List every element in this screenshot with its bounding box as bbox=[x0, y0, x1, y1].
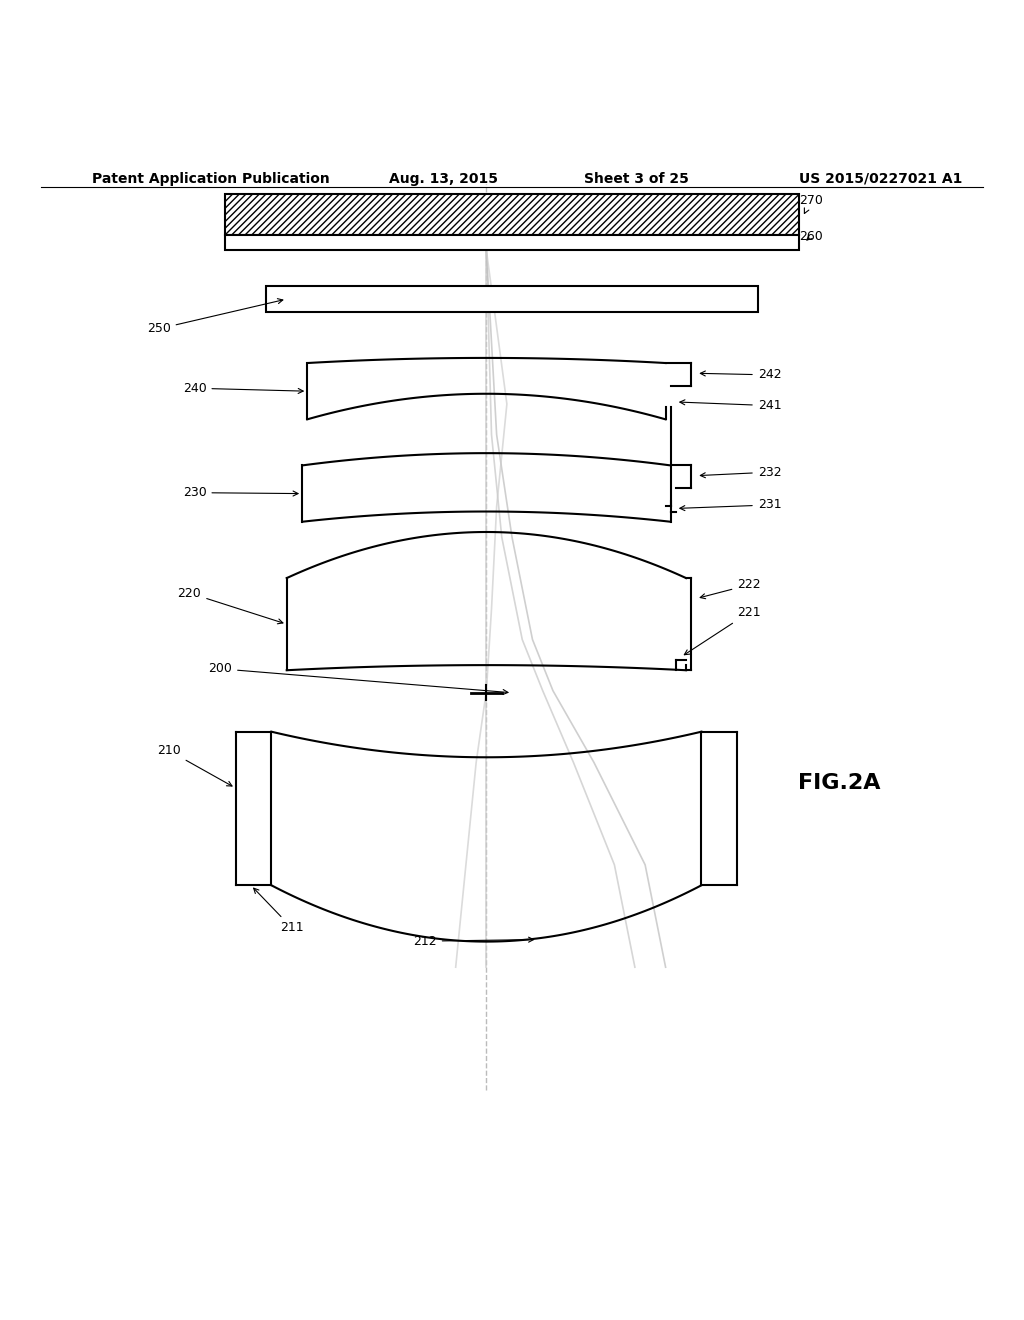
Text: Sheet 3 of 25: Sheet 3 of 25 bbox=[584, 172, 688, 186]
Text: Aug. 13, 2015: Aug. 13, 2015 bbox=[389, 172, 498, 186]
Bar bbox=[225, 194, 799, 235]
Bar bbox=[225, 194, 799, 235]
Text: Patent Application Publication: Patent Application Publication bbox=[92, 172, 330, 186]
Bar bbox=[225, 235, 799, 251]
Text: 200: 200 bbox=[208, 663, 508, 694]
Text: 211: 211 bbox=[254, 888, 304, 935]
Text: 212: 212 bbox=[413, 935, 534, 948]
Text: 230: 230 bbox=[182, 486, 298, 499]
Text: US 2015/0227021 A1: US 2015/0227021 A1 bbox=[799, 172, 963, 186]
Text: 250: 250 bbox=[146, 298, 283, 335]
Text: 232: 232 bbox=[700, 466, 781, 479]
Text: 260: 260 bbox=[799, 230, 822, 243]
Text: 231: 231 bbox=[680, 499, 781, 511]
Text: 220: 220 bbox=[177, 586, 283, 624]
Text: 241: 241 bbox=[680, 399, 781, 412]
Bar bbox=[266, 286, 758, 312]
Text: 242: 242 bbox=[700, 368, 781, 381]
Text: 210: 210 bbox=[157, 744, 232, 785]
Text: 221: 221 bbox=[684, 606, 761, 655]
Text: FIG.2A: FIG.2A bbox=[799, 774, 881, 793]
Text: 270: 270 bbox=[799, 194, 822, 214]
Text: 240: 240 bbox=[182, 381, 303, 395]
Text: 222: 222 bbox=[700, 578, 761, 599]
